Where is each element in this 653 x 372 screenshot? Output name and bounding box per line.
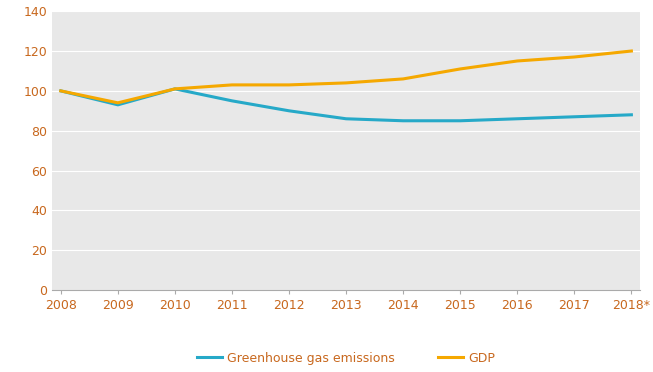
Greenhouse gas emissions bbox=[285, 109, 293, 113]
GDP bbox=[571, 55, 579, 59]
GDP bbox=[628, 49, 635, 53]
Greenhouse gas emissions bbox=[571, 115, 579, 119]
GDP bbox=[456, 67, 464, 71]
GDP bbox=[513, 59, 521, 63]
Greenhouse gas emissions bbox=[513, 116, 521, 121]
Greenhouse gas emissions bbox=[114, 103, 121, 107]
Legend: Greenhouse gas emissions, GDP: Greenhouse gas emissions, GDP bbox=[192, 347, 500, 370]
GDP bbox=[171, 87, 179, 91]
GDP bbox=[57, 89, 65, 93]
Greenhouse gas emissions bbox=[171, 87, 179, 91]
Greenhouse gas emissions bbox=[456, 119, 464, 123]
Greenhouse gas emissions bbox=[342, 116, 350, 121]
GDP bbox=[342, 81, 350, 85]
GDP bbox=[114, 100, 121, 105]
GDP bbox=[228, 83, 236, 87]
Greenhouse gas emissions bbox=[57, 89, 65, 93]
Greenhouse gas emissions bbox=[399, 119, 407, 123]
Greenhouse gas emissions bbox=[228, 99, 236, 103]
Line: Greenhouse gas emissions: Greenhouse gas emissions bbox=[61, 89, 631, 121]
GDP bbox=[285, 83, 293, 87]
Line: GDP: GDP bbox=[61, 51, 631, 103]
GDP bbox=[399, 77, 407, 81]
Greenhouse gas emissions bbox=[628, 113, 635, 117]
